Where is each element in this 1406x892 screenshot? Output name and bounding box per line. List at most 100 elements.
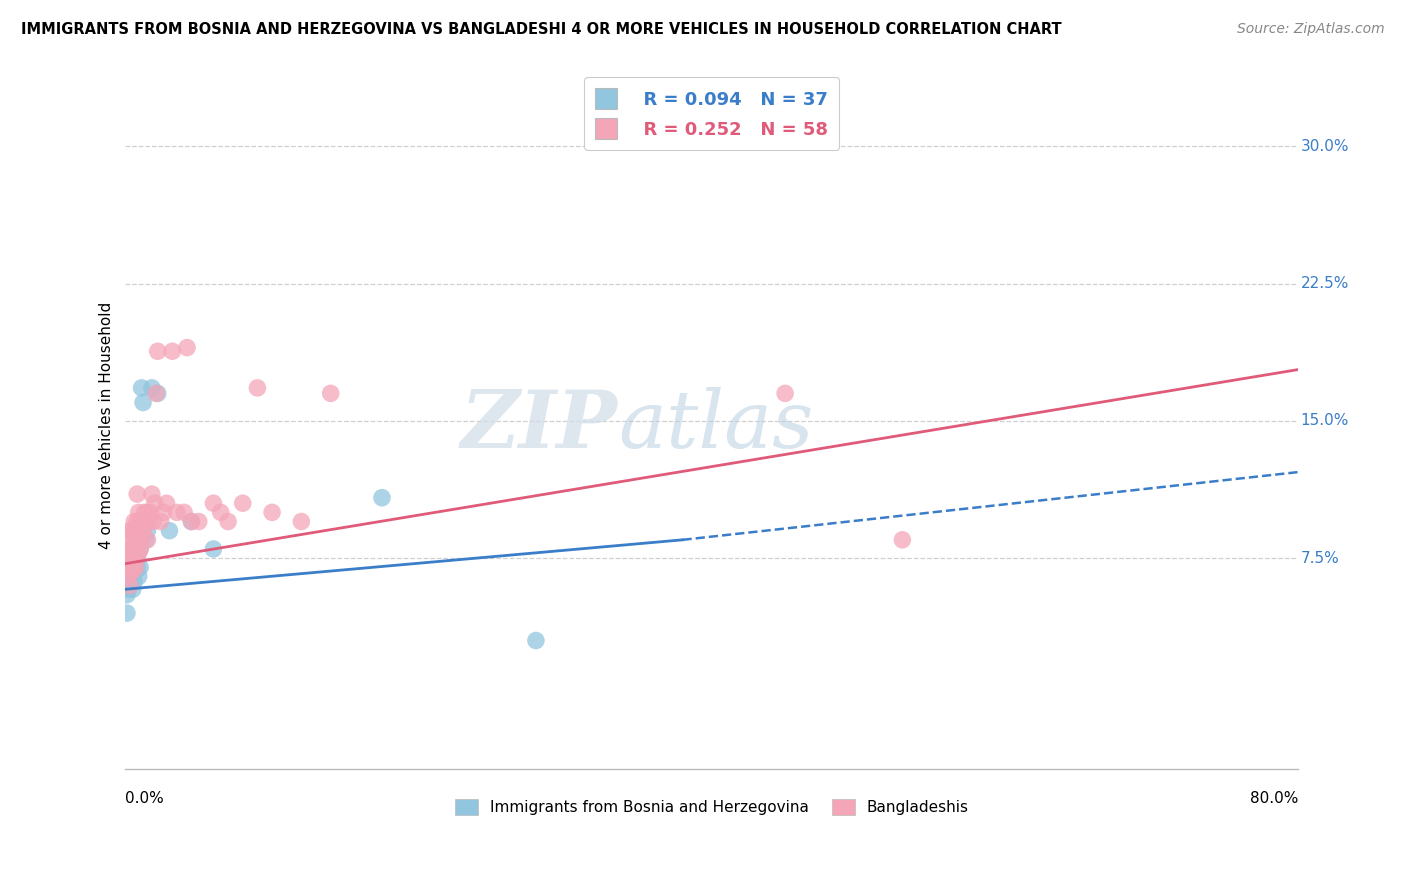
Point	[773, 386, 796, 401]
Point	[217, 515, 239, 529]
Point	[132, 524, 155, 538]
Point	[141, 487, 163, 501]
Point	[115, 588, 138, 602]
Point	[117, 533, 139, 547]
Point	[115, 578, 138, 592]
Point	[136, 524, 159, 538]
Point	[180, 515, 202, 529]
Point	[209, 505, 232, 519]
Point	[129, 541, 152, 556]
Point	[115, 606, 138, 620]
Point	[118, 524, 141, 538]
Text: ZIP: ZIP	[461, 386, 619, 464]
Text: 30.0%: 30.0%	[1301, 139, 1348, 153]
Point	[120, 541, 142, 556]
Point	[122, 515, 145, 529]
Text: Source: ZipAtlas.com: Source: ZipAtlas.com	[1237, 22, 1385, 37]
Text: IMMIGRANTS FROM BOSNIA AND HERZEGOVINA VS BANGLADESHI 4 OR MORE VEHICLES IN HOUS: IMMIGRANTS FROM BOSNIA AND HERZEGOVINA V…	[21, 22, 1062, 37]
Point	[173, 505, 195, 519]
Point	[135, 515, 157, 529]
Point	[145, 386, 167, 401]
Text: atlas: atlas	[619, 386, 813, 464]
Point	[121, 564, 143, 578]
Point	[117, 560, 139, 574]
Point	[166, 505, 188, 519]
Point	[176, 341, 198, 355]
Point	[118, 578, 141, 592]
Point	[115, 560, 138, 574]
Point	[121, 551, 143, 566]
Point	[125, 541, 148, 556]
Point	[121, 546, 143, 560]
Point	[127, 560, 149, 574]
Point	[118, 546, 141, 560]
Point	[141, 381, 163, 395]
Point	[131, 381, 153, 395]
Text: 7.5%: 7.5%	[1301, 550, 1340, 566]
Point	[162, 344, 184, 359]
Point	[120, 524, 142, 538]
Point	[129, 520, 152, 534]
Text: 22.5%: 22.5%	[1301, 276, 1348, 291]
Point	[127, 515, 149, 529]
Point	[142, 515, 165, 529]
Point	[122, 574, 145, 589]
Point	[128, 505, 150, 519]
Legend:   R = 0.094   N = 37,   R = 0.252   N = 58: R = 0.094 N = 37, R = 0.252 N = 58	[585, 78, 839, 150]
Point	[159, 524, 181, 538]
Point	[121, 560, 143, 574]
Point	[891, 533, 914, 547]
Point	[128, 569, 150, 583]
Point	[122, 538, 145, 552]
Point	[136, 505, 159, 519]
Text: 80.0%: 80.0%	[1250, 790, 1298, 805]
Point	[202, 496, 225, 510]
Point	[115, 541, 138, 556]
Text: 0.0%: 0.0%	[125, 790, 165, 805]
Point	[246, 381, 269, 395]
Point	[121, 582, 143, 597]
Point	[125, 564, 148, 578]
Point	[121, 527, 143, 541]
Point	[152, 505, 174, 519]
Point	[290, 515, 312, 529]
Point	[524, 633, 547, 648]
Point	[117, 569, 139, 583]
Point	[131, 515, 153, 529]
Point	[127, 551, 149, 566]
Point	[155, 496, 177, 510]
Point	[118, 551, 141, 566]
Point	[202, 541, 225, 556]
Point	[122, 551, 145, 566]
Point	[129, 541, 152, 556]
Point	[120, 560, 142, 574]
Point	[118, 564, 141, 578]
Point	[118, 578, 141, 592]
Point	[132, 395, 155, 409]
Point	[131, 533, 153, 547]
Point	[187, 515, 209, 529]
Point	[135, 533, 157, 547]
Point	[136, 533, 159, 547]
Point	[125, 557, 148, 571]
Point	[146, 386, 169, 401]
Point	[139, 505, 162, 519]
Point	[117, 569, 139, 583]
Point	[120, 541, 142, 556]
Point	[125, 560, 148, 574]
Point	[371, 491, 394, 505]
Point	[120, 569, 142, 583]
Point	[118, 557, 141, 571]
Point	[125, 520, 148, 534]
Point	[146, 344, 169, 359]
Point	[180, 515, 202, 529]
Point	[129, 560, 152, 574]
Point	[232, 496, 254, 510]
Point	[120, 551, 142, 566]
Point	[134, 505, 156, 519]
Point	[138, 515, 160, 529]
Point	[319, 386, 342, 401]
Point	[127, 551, 149, 566]
Y-axis label: 4 or more Vehicles in Household: 4 or more Vehicles in Household	[100, 301, 114, 549]
Point	[117, 582, 139, 597]
